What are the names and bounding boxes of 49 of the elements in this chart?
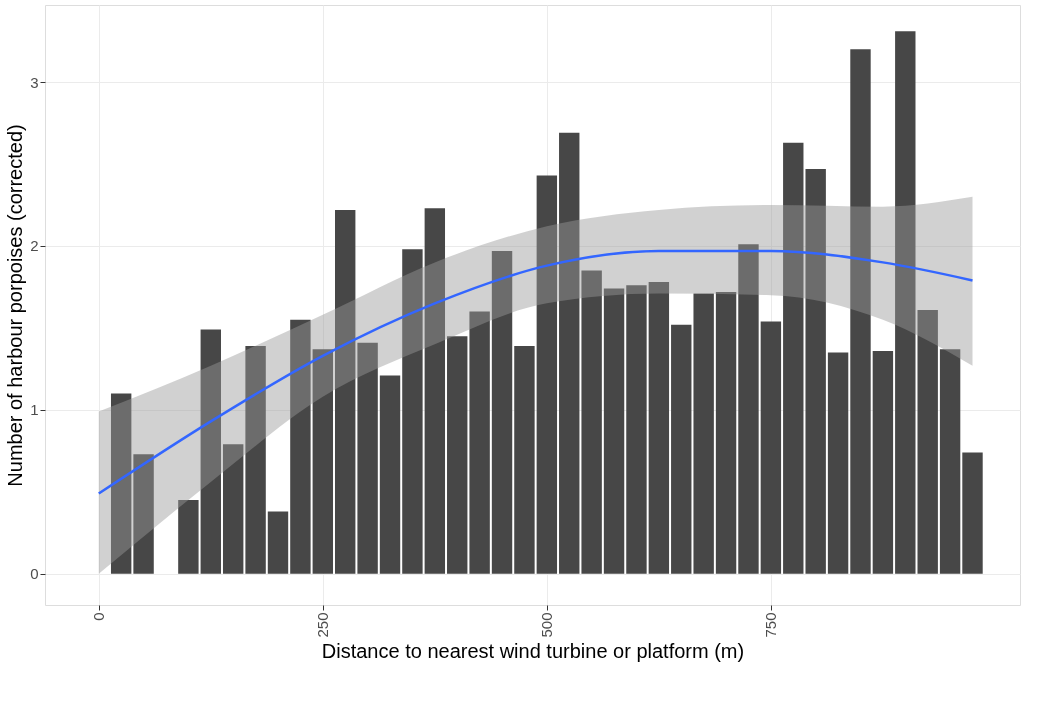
- bar: [715, 291, 737, 574]
- bar: [133, 454, 154, 574]
- bar: [200, 329, 221, 574]
- bar: [424, 208, 446, 574]
- bar: [222, 444, 244, 574]
- bar: [357, 342, 378, 574]
- bar: [379, 375, 401, 574]
- bar: [805, 168, 826, 574]
- bar: [671, 324, 692, 574]
- bar: [335, 209, 356, 574]
- x-tick-label: 500: [538, 612, 556, 638]
- bar: [290, 319, 311, 574]
- bar: [648, 282, 670, 574]
- bar: [469, 311, 490, 574]
- y-tick-label: 0: [30, 565, 39, 583]
- bar: [783, 142, 804, 574]
- bar: [895, 31, 916, 574]
- bar: [312, 349, 334, 574]
- bar: [872, 350, 894, 574]
- y-axis-title: Number of harbour porpoises (corrected): [4, 124, 27, 487]
- line-series: [97, 249, 974, 495]
- y-tick-label: 2: [30, 237, 39, 255]
- bar: [447, 336, 468, 574]
- bar: [581, 270, 602, 574]
- bar: [514, 345, 535, 574]
- y-tick-label: 3: [30, 73, 39, 91]
- bar: [827, 352, 849, 574]
- bar: [962, 452, 983, 574]
- y-tick-label: 1: [30, 401, 39, 419]
- bar: [603, 288, 625, 574]
- bar: [559, 132, 580, 574]
- x-tick-label: 0: [90, 612, 108, 621]
- bar: [917, 309, 938, 574]
- bar: [267, 511, 289, 574]
- bar: [693, 293, 714, 574]
- bar: [245, 345, 266, 574]
- bar: [536, 175, 558, 574]
- bar: [402, 249, 423, 574]
- x-tick-label: 750: [762, 612, 780, 638]
- bar: [110, 393, 132, 574]
- bar: [626, 285, 647, 574]
- bar: [760, 321, 782, 574]
- bar: [178, 500, 199, 574]
- bar: [738, 244, 759, 574]
- x-axis-title: Distance to nearest wind turbine or platform (m): [321, 639, 745, 662]
- bar: [850, 49, 871, 574]
- bar: [491, 250, 513, 574]
- x-tick-label: 250: [314, 612, 332, 638]
- bar: [939, 349, 961, 574]
